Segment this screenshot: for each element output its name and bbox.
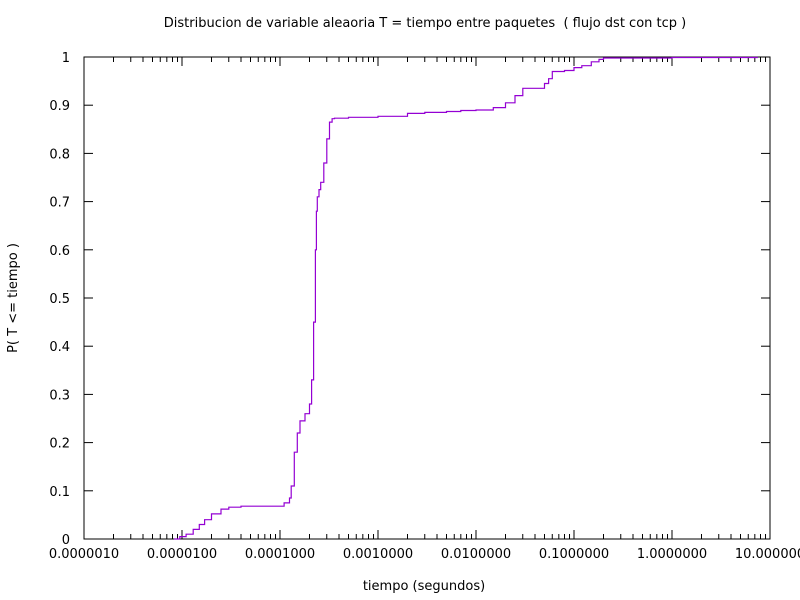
y-ticks: 0 0.1 0.2 0.3 0.4 0.5 0.6 0.7 0.8 0.9 1	[49, 51, 770, 548]
y-tick-label: 0.7	[49, 196, 70, 211]
y-tick-label: 0.6	[49, 244, 70, 259]
x-ticks: 0.0000010 0.0000100 0.0001000 0.0010000 0.01…	[49, 57, 800, 562]
y-tick-label: 0.8	[49, 147, 70, 162]
y-tick-label: 0.2	[49, 437, 70, 452]
y-tick-label: 0.1	[49, 485, 70, 500]
chart-title: Distribucion de variable aleaoria T = ti…	[163, 16, 687, 31]
x-axis-label: tiempo (segundos)	[363, 579, 485, 594]
y-tick-label: 0	[62, 533, 70, 548]
x-tick-label: 0.0001000	[245, 547, 315, 562]
x-tick-label: 0.0100000	[441, 547, 511, 562]
y-tick-label: 0.5	[49, 292, 70, 307]
y-tick-label: 0.4	[49, 340, 70, 355]
y-axis-label: P( T <= tiempo )	[6, 243, 21, 353]
y-tick-label: 0.9	[49, 99, 70, 114]
x-tick-label: 10.000000	[735, 547, 800, 562]
x-tick-label: 0.0000100	[147, 547, 217, 562]
x-tick-label: 0.0010000	[343, 547, 413, 562]
x-tick-label: 0.0000010	[49, 547, 119, 562]
x-tick-label: 1.0000000	[637, 547, 707, 562]
cdf-series-line	[174, 56, 758, 540]
y-tick-label: 0.3	[49, 388, 70, 403]
y-tick-label: 1	[62, 51, 70, 66]
plot-frame	[83, 56, 771, 540]
x-tick-label: 0.1000000	[539, 547, 609, 562]
series-layer	[174, 56, 758, 540]
